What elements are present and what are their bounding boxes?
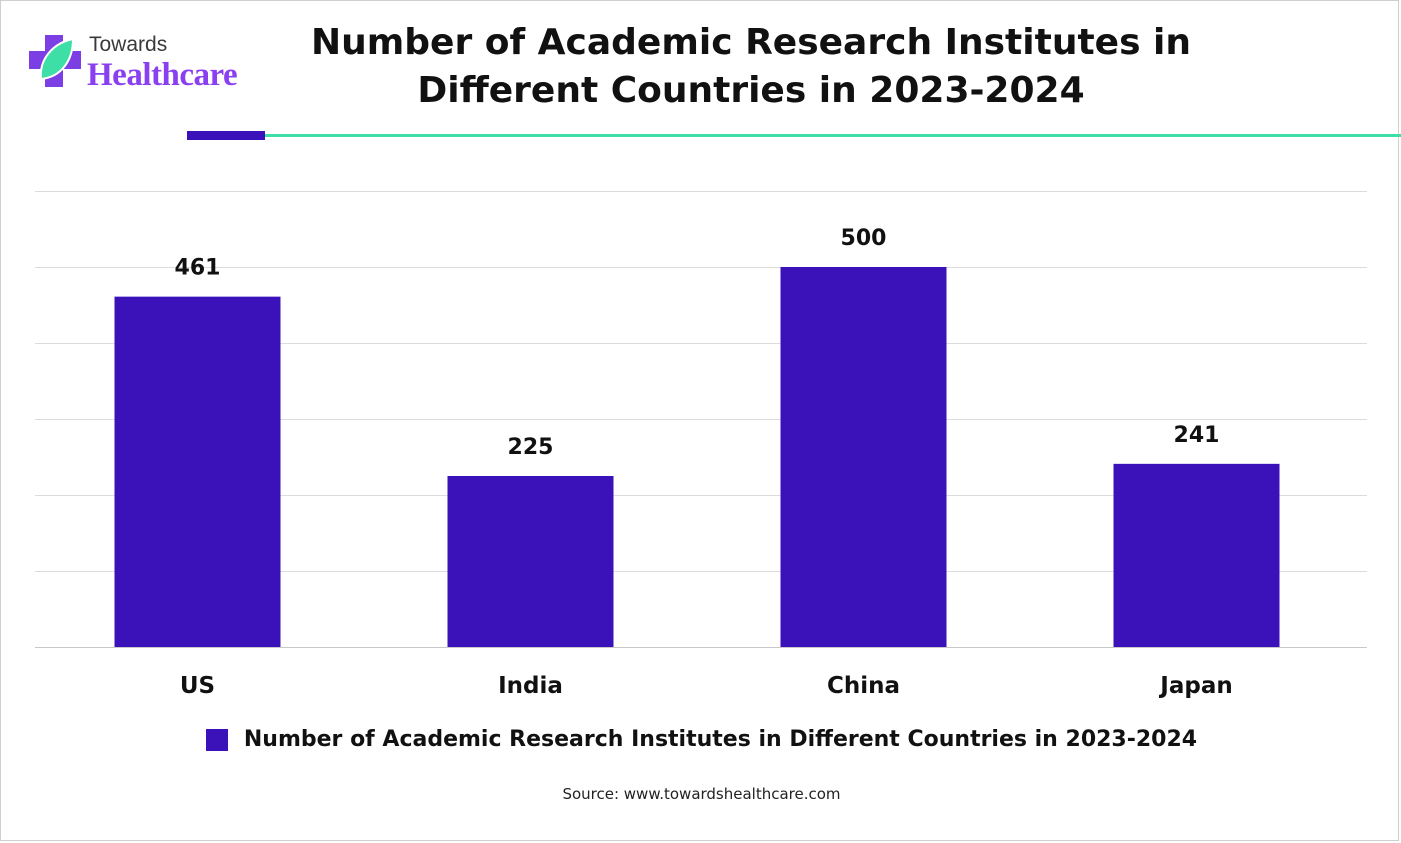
plus-leaf-logo-icon xyxy=(29,35,81,87)
title-divider-line xyxy=(265,134,1401,137)
bar-india xyxy=(447,476,614,647)
source-note: Source: www.towardshealthcare.com xyxy=(562,785,841,803)
data-label: 225 xyxy=(508,435,554,460)
x-tick-label: India xyxy=(498,673,563,699)
x-tick-label: Japan xyxy=(1158,673,1232,699)
brand-logo: Towards Healthcare xyxy=(27,33,267,103)
bar-japan xyxy=(1113,463,1280,647)
bar-chart: 461 US 225 India 500 China 241 Japan xyxy=(35,191,1367,699)
bar-us xyxy=(114,296,281,647)
chart-title: Number of Academic Research Institutes i… xyxy=(311,22,1191,111)
legend-label: Number of Academic Research Institutes i… xyxy=(243,727,1198,752)
title-divider-accent xyxy=(187,131,265,140)
brand-top-text: Towards xyxy=(89,33,168,56)
x-tick-label: US xyxy=(180,673,215,699)
bar-china xyxy=(780,267,947,647)
legend-swatch xyxy=(205,728,228,751)
data-label: 241 xyxy=(1174,423,1220,448)
brand-bottom-text: Healthcare xyxy=(87,57,238,93)
data-label: 500 xyxy=(841,226,887,251)
x-tick-label: China xyxy=(827,673,900,699)
data-label: 461 xyxy=(175,256,221,281)
legend: Number of Academic Research Institutes i… xyxy=(1,727,1401,755)
